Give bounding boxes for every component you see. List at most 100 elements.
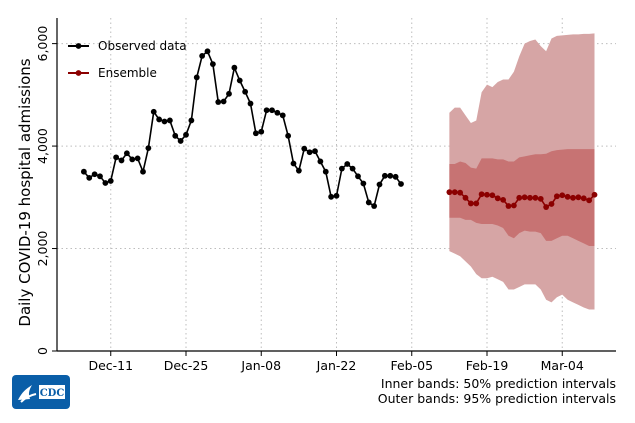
legend-label-ensemble: Ensemble [98, 66, 157, 80]
observed-data-point [199, 53, 206, 59]
observed-data-point [274, 109, 281, 116]
observed-data-point [172, 132, 179, 139]
ensemble-point [537, 195, 544, 202]
ensemble-point [586, 197, 593, 204]
observed-data-point [258, 128, 265, 135]
ensemble-point [527, 194, 533, 201]
observed-data-point [371, 203, 378, 209]
observed-data-point [220, 98, 227, 105]
cdc-logo-icon: CDC [12, 375, 70, 409]
ensemble-point [473, 200, 480, 207]
ensemble-point [548, 201, 555, 207]
caption-outer-bands: Outer bands: 95% prediction intervals [377, 391, 616, 406]
observed-data-point [344, 161, 351, 167]
y-tick-label: 4,000 [35, 128, 50, 164]
observed-data-point [145, 145, 152, 152]
ensemble-point [446, 189, 453, 196]
ensemble-point [521, 194, 528, 201]
observed-data-point [338, 165, 345, 172]
observed-data-point [360, 180, 367, 187]
observed-data-point [129, 156, 136, 163]
ensemble-point [510, 202, 517, 209]
prediction-bands [449, 33, 595, 310]
observed-data-point [328, 193, 335, 200]
ensemble-point [575, 194, 582, 201]
ensemble-point [478, 191, 485, 198]
observed-data-point [392, 173, 399, 180]
x-tick-label: Feb-05 [390, 358, 433, 373]
observed-data-point [102, 180, 109, 186]
ensemble-point [591, 191, 598, 198]
ensemble-point [570, 194, 576, 201]
observed-data-point [91, 171, 98, 178]
axes: 0 2,000 4,000 6,000 Dec-11 Dec-25 Jan-08 Jan-22… [16, 18, 616, 373]
observed-data-point [333, 192, 340, 199]
x-tick-label: Dec-25 [164, 358, 209, 373]
observed-data-point [113, 154, 120, 161]
observed-data-point [295, 167, 302, 174]
x-tick-label: Jan-22 [316, 358, 357, 373]
ensemble-point [543, 204, 550, 210]
observed-data-point [349, 165, 356, 172]
observed-data-point [123, 150, 130, 157]
observed-data-point [226, 90, 232, 97]
ensemble-point [451, 189, 458, 196]
observed-data-point [242, 88, 249, 95]
ensemble-point [505, 203, 512, 209]
observed-data-point [177, 138, 184, 144]
observed-data-point [107, 178, 114, 184]
x-tick-label: Dec-11 [88, 358, 133, 373]
cdc-logo-text: CDC [40, 388, 65, 399]
y-axis-title: Daily COVID-19 hospital admissions [16, 58, 34, 326]
series-points [80, 48, 598, 210]
observed-data-point [322, 168, 329, 175]
observed-data-point [317, 158, 324, 165]
observed-data-point [156, 116, 163, 123]
observed-data-point [118, 157, 125, 164]
ensemble-point [494, 195, 501, 202]
observed-data-point [387, 172, 394, 179]
ensemble-point [532, 194, 539, 201]
legend-marker-observed-data [75, 43, 82, 49]
observed-data-point [269, 107, 275, 114]
y-tick-label: 6,000 [35, 26, 50, 62]
observed-data-point [80, 168, 87, 175]
observed-data-point [306, 149, 313, 156]
legend: Observed data Ensemble [68, 39, 187, 80]
ensemble-point [467, 200, 474, 207]
observed-data-point [166, 117, 173, 124]
ensemble-point [559, 192, 566, 199]
observed-data-point [376, 181, 383, 188]
observed-data-point [301, 145, 308, 152]
ensemble-point [553, 193, 560, 200]
caption-inner-bands: Inner bands: 50% prediction intervals [380, 376, 616, 391]
observed-data-point [231, 64, 238, 71]
observed-data-point [279, 112, 286, 119]
observed-data-point [97, 173, 103, 180]
ensemble-point [462, 194, 469, 201]
ensemble-point [484, 191, 490, 198]
x-tick-label: Feb-19 [466, 358, 509, 373]
cdc-logo: CDC [12, 375, 70, 409]
observed-data-point [398, 181, 404, 187]
ensemble-point [516, 194, 523, 201]
observed-data-point [263, 107, 270, 114]
observed-data-point [161, 118, 168, 125]
observed-data-point [193, 74, 200, 81]
ensemble-point [500, 196, 507, 203]
observed-data-point [134, 155, 141, 162]
observed-data-point [188, 117, 195, 124]
observed-data-point [252, 130, 259, 137]
observed-data-point [381, 172, 388, 179]
observed-data-point [236, 77, 243, 84]
legend-label-observed-data: Observed data [98, 39, 187, 53]
observed-data-point [209, 61, 216, 68]
y-tick-label: 0 [35, 347, 50, 355]
observed-data-point [215, 99, 222, 105]
ensemble-point [489, 192, 496, 199]
x-tick-label: Jan-08 [240, 358, 281, 373]
observed-data-point [355, 173, 361, 180]
observed-data-point [312, 148, 318, 155]
observed-data-point [365, 199, 372, 206]
